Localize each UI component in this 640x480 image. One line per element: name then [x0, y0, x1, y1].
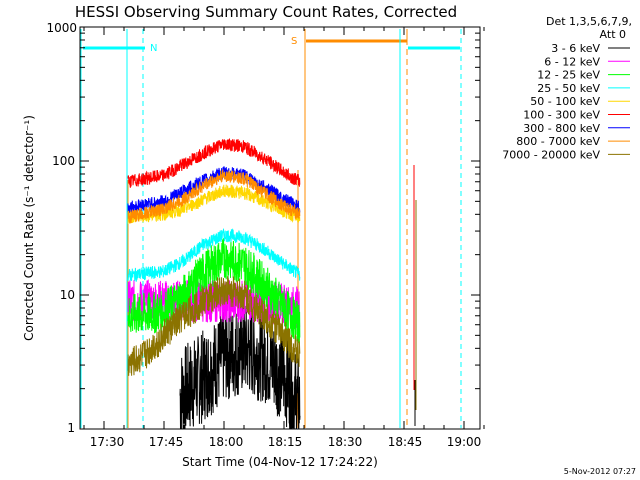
- y-tick-label-1000: 1000: [46, 21, 77, 35]
- plot-frame: [79, 26, 481, 430]
- series-line-0: [179, 305, 301, 430]
- legend-label: 300 - 800 keV: [523, 122, 600, 135]
- x-axis: 17:30 17:45 18:00 18:15 18:30 18:45 19:0…: [83, 27, 485, 469]
- y-tick-label-1: 1: [67, 421, 75, 435]
- legend-label: 100 - 300 keV: [523, 109, 600, 122]
- legend-label: 6 - 12 keV: [544, 55, 600, 68]
- legend-header-line-2: Att 0: [600, 28, 626, 41]
- series-line-8: [127, 275, 301, 376]
- x-axis-label: Start Time (04-Nov-12 17:24:22): [182, 455, 378, 469]
- legend-header-line-1: Det 1,3,5,6,7,9,: [546, 15, 632, 28]
- legend-label: 3 - 6 keV: [551, 42, 600, 55]
- x-tick-label-1815: 18:15: [268, 435, 303, 449]
- x-tick-label-1745: 17:45: [149, 435, 184, 449]
- series-line-6: [127, 166, 301, 214]
- series-line-5: [127, 138, 301, 188]
- y-axis: 1 10 100 1000 Corrected Count Rate (s⁻¹ …: [22, 21, 480, 435]
- annotation-n: N: [150, 43, 157, 54]
- legend-label: 25 - 50 keV: [537, 82, 600, 95]
- y-axis-label: Corrected Count Rate (s⁻¹ detector⁻¹): [22, 115, 36, 341]
- late-spike: [413, 165, 417, 426]
- legend-label: 12 - 25 keV: [537, 69, 600, 82]
- annotation-s: S: [291, 36, 297, 47]
- x-tick-label-1800: 18:00: [209, 435, 244, 449]
- series-line-3: [127, 228, 301, 283]
- series-layer: [127, 138, 301, 430]
- x-tick-label-1730: 17:30: [90, 435, 125, 449]
- series-line-7: [127, 169, 301, 224]
- chart-title: HESSI Observing Summary Count Rates, Cor…: [75, 3, 457, 21]
- y-tick-label-10: 10: [60, 288, 75, 302]
- y-tick-label-100: 100: [52, 154, 75, 168]
- footer-date: 5-Nov-2012 07:27: [564, 467, 636, 476]
- x-tick-label-1845: 18:45: [388, 435, 423, 449]
- x-tick-label-1900: 19:00: [447, 435, 482, 449]
- series-line-2: [127, 238, 301, 346]
- x-tick-label-1830: 18:30: [328, 435, 363, 449]
- legend-label: 800 - 7000 keV: [516, 135, 600, 148]
- legend-label: 50 - 100 keV: [530, 95, 600, 108]
- legend-label: 7000 - 20000 keV: [502, 148, 600, 161]
